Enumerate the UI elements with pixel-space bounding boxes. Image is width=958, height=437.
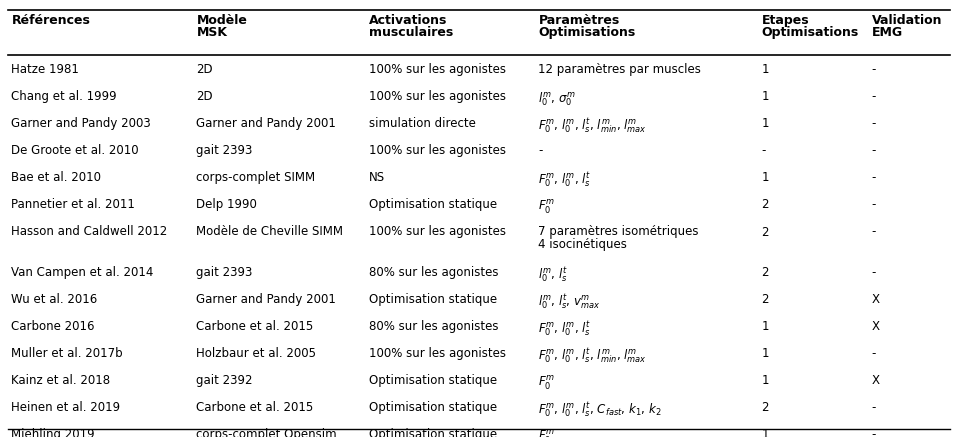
Text: Hatze 1981: Hatze 1981 — [11, 63, 80, 76]
Text: $F_0^m$: $F_0^m$ — [538, 374, 556, 392]
Text: 100% sur les agonistes: 100% sur les agonistes — [369, 225, 506, 238]
Text: -: - — [872, 198, 877, 211]
Text: Carbone 2016: Carbone 2016 — [11, 320, 95, 333]
Text: Van Campen et al. 2014: Van Campen et al. 2014 — [11, 266, 154, 279]
Text: 2D: 2D — [196, 63, 213, 76]
Text: 1: 1 — [762, 428, 769, 437]
Text: gait 2393: gait 2393 — [196, 266, 253, 279]
Text: 7 paramètres isométriques: 7 paramètres isométriques — [538, 225, 699, 238]
Text: X: X — [872, 320, 879, 333]
Text: 1: 1 — [762, 90, 769, 103]
Text: 4 isocinétiques: 4 isocinétiques — [538, 238, 627, 251]
Text: 12 paramètres par muscles: 12 paramètres par muscles — [538, 63, 701, 76]
Text: $F_0^m$, $l_0^m$, $l_s^t$, $C_{fast}$, $k_1$, $k_2$: $F_0^m$, $l_0^m$, $l_s^t$, $C_{fast}$, $… — [538, 401, 662, 420]
Text: 1: 1 — [762, 171, 769, 184]
Text: $F_0^m$, $l_0^m$, $l_s^t$: $F_0^m$, $l_0^m$, $l_s^t$ — [538, 171, 592, 190]
Text: 2: 2 — [762, 293, 769, 306]
Text: Bae et al. 2010: Bae et al. 2010 — [11, 171, 102, 184]
Text: 1: 1 — [762, 347, 769, 360]
Text: Optimisations: Optimisations — [762, 26, 859, 39]
Text: Miehling 2019: Miehling 2019 — [11, 428, 95, 437]
Text: 100% sur les agonistes: 100% sur les agonistes — [369, 144, 506, 157]
Text: Wu et al. 2016: Wu et al. 2016 — [11, 293, 98, 306]
Text: -: - — [872, 225, 877, 239]
Text: Garner and Pandy 2001: Garner and Pandy 2001 — [196, 117, 336, 130]
Text: De Groote et al. 2010: De Groote et al. 2010 — [11, 144, 139, 157]
Text: corps-complet Opensim: corps-complet Opensim — [196, 428, 337, 437]
Text: gait 2392: gait 2392 — [196, 374, 253, 387]
Text: corps-complet SIMM: corps-complet SIMM — [196, 171, 315, 184]
Text: 1: 1 — [762, 117, 769, 130]
Text: Pannetier et al. 2011: Pannetier et al. 2011 — [11, 198, 135, 211]
Text: $F_0^m$: $F_0^m$ — [538, 198, 556, 215]
Text: Optimisation statique: Optimisation statique — [369, 428, 497, 437]
Text: 80% sur les agonistes: 80% sur les agonistes — [369, 320, 498, 333]
Text: Paramètres: Paramètres — [538, 14, 620, 27]
Text: -: - — [872, 144, 877, 157]
Text: $F_0^m$, $l_0^m$, $l_s^t$, $l_{min}^m$, $l_{max}^m$: $F_0^m$, $l_0^m$, $l_s^t$, $l_{min}^m$, … — [538, 347, 648, 366]
Text: -: - — [538, 144, 543, 157]
Text: 100% sur les agonistes: 100% sur les agonistes — [369, 90, 506, 103]
Text: Holzbaur et al. 2005: Holzbaur et al. 2005 — [196, 347, 316, 360]
Text: -: - — [872, 90, 877, 103]
Text: -: - — [872, 171, 877, 184]
Text: -: - — [872, 266, 877, 279]
Text: -: - — [872, 347, 877, 360]
Text: Références: Références — [11, 14, 90, 27]
Text: Modèle de Cheville SIMM: Modèle de Cheville SIMM — [196, 225, 343, 238]
Text: NS: NS — [369, 171, 385, 184]
Text: MSK: MSK — [196, 26, 227, 39]
Text: 1: 1 — [762, 320, 769, 333]
Text: -: - — [872, 428, 877, 437]
Text: 2: 2 — [762, 401, 769, 414]
Text: 2D: 2D — [196, 90, 213, 103]
Text: Optimisations: Optimisations — [538, 26, 636, 39]
Text: $F_0^m$: $F_0^m$ — [538, 428, 556, 437]
Text: 80% sur les agonistes: 80% sur les agonistes — [369, 266, 498, 279]
Text: Heinen et al. 2019: Heinen et al. 2019 — [11, 401, 121, 414]
Text: Modèle: Modèle — [196, 14, 247, 27]
Text: X: X — [872, 374, 879, 387]
Text: Activations: Activations — [369, 14, 447, 27]
Text: 1: 1 — [762, 374, 769, 387]
Text: Optimisation statique: Optimisation statique — [369, 293, 497, 306]
Text: $l_0^m$, $l_s^t$, $v_{max}^m$: $l_0^m$, $l_s^t$, $v_{max}^m$ — [538, 293, 601, 312]
Text: Garner and Pandy 2003: Garner and Pandy 2003 — [11, 117, 151, 130]
Text: Kainz et al. 2018: Kainz et al. 2018 — [11, 374, 110, 387]
Text: Optimisation statique: Optimisation statique — [369, 401, 497, 414]
Text: -: - — [762, 144, 766, 157]
Text: 2: 2 — [762, 266, 769, 279]
Text: Optimisation statique: Optimisation statique — [369, 198, 497, 211]
Text: Validation: Validation — [872, 14, 943, 27]
Text: Hasson and Caldwell 2012: Hasson and Caldwell 2012 — [11, 225, 168, 238]
Text: $l_0^m$, $\sigma_0^m$: $l_0^m$, $\sigma_0^m$ — [538, 90, 576, 108]
Text: Carbone et al. 2015: Carbone et al. 2015 — [196, 320, 313, 333]
Text: musculaires: musculaires — [369, 26, 453, 39]
Text: Delp 1990: Delp 1990 — [196, 198, 258, 211]
Text: 1: 1 — [762, 63, 769, 76]
Text: $F_0^m$, $l_0^m$, $l_s^t$: $F_0^m$, $l_0^m$, $l_s^t$ — [538, 320, 592, 339]
Text: -: - — [872, 117, 877, 130]
Text: X: X — [872, 293, 879, 306]
Text: $F_0^m$, $l_0^m$, $l_s^t$, $l_{min}^m$, $l_{max}^m$: $F_0^m$, $l_0^m$, $l_s^t$, $l_{min}^m$, … — [538, 117, 648, 136]
Text: Optimisation statique: Optimisation statique — [369, 374, 497, 387]
Text: Carbone et al. 2015: Carbone et al. 2015 — [196, 401, 313, 414]
Text: EMG: EMG — [872, 26, 902, 39]
Text: Muller et al. 2017b: Muller et al. 2017b — [11, 347, 124, 360]
Text: 2: 2 — [762, 198, 769, 211]
Text: -: - — [872, 63, 877, 76]
Text: -: - — [872, 401, 877, 414]
Text: $l_0^m$, $l_s^t$: $l_0^m$, $l_s^t$ — [538, 266, 568, 285]
Text: simulation directe: simulation directe — [369, 117, 476, 130]
Text: Chang et al. 1999: Chang et al. 1999 — [11, 90, 117, 103]
Text: 100% sur les agonistes: 100% sur les agonistes — [369, 63, 506, 76]
Text: Garner and Pandy 2001: Garner and Pandy 2001 — [196, 293, 336, 306]
Text: 100% sur les agonistes: 100% sur les agonistes — [369, 347, 506, 360]
Text: Etapes: Etapes — [762, 14, 810, 27]
Text: 2: 2 — [762, 225, 769, 239]
Text: gait 2393: gait 2393 — [196, 144, 253, 157]
